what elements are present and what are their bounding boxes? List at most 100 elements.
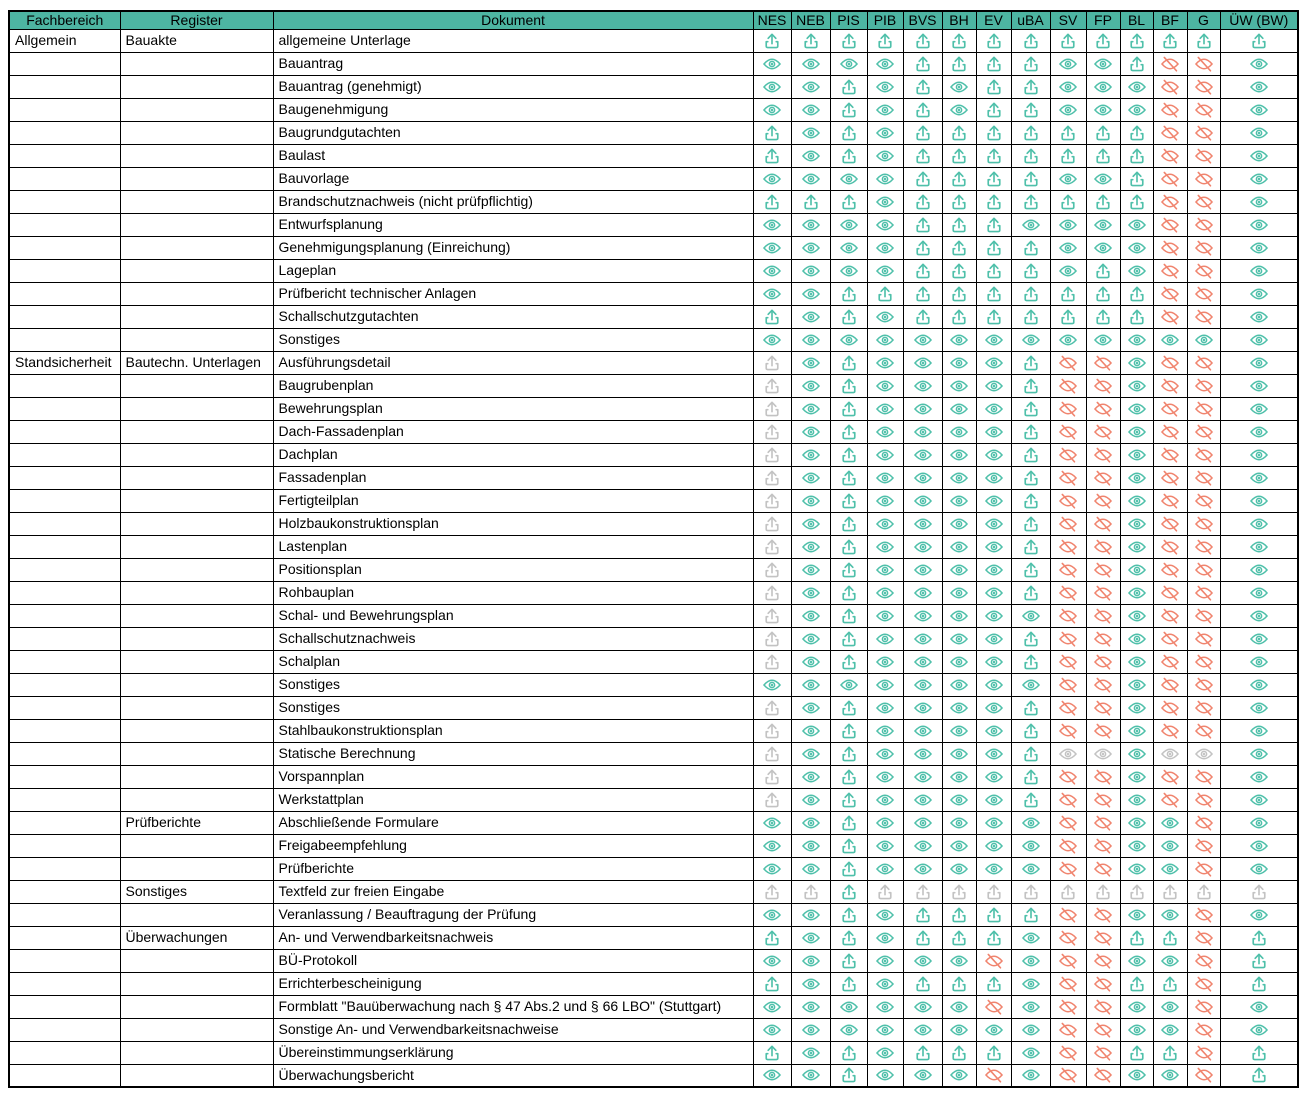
eye-off-icon[interactable] — [1194, 101, 1214, 119]
eye-icon[interactable] — [1127, 377, 1147, 395]
upload-icon[interactable] — [950, 170, 968, 188]
upload-icon[interactable] — [914, 308, 932, 326]
eye-icon[interactable] — [801, 768, 821, 786]
eye-icon[interactable] — [801, 262, 821, 280]
eye-icon[interactable] — [1127, 515, 1147, 533]
upload-icon[interactable] — [1094, 193, 1112, 211]
eye-icon[interactable] — [875, 78, 895, 96]
eye-icon[interactable] — [913, 400, 933, 418]
upload-icon[interactable] — [1022, 446, 1040, 464]
upload-icon[interactable] — [1128, 147, 1146, 165]
eye-icon[interactable] — [801, 998, 821, 1016]
upload-icon[interactable] — [950, 216, 968, 234]
eye-icon[interactable] — [1021, 860, 1041, 878]
eye-icon[interactable] — [913, 768, 933, 786]
eye-icon[interactable] — [949, 745, 969, 763]
upload-icon[interactable] — [985, 124, 1003, 142]
eye-icon[interactable] — [1127, 722, 1147, 740]
eye-icon[interactable] — [949, 377, 969, 395]
eye-icon[interactable] — [1249, 147, 1269, 165]
eye-icon[interactable] — [1021, 837, 1041, 855]
eye-icon[interactable] — [1249, 584, 1269, 602]
eye-icon[interactable] — [762, 998, 782, 1016]
upload-icon[interactable] — [1022, 193, 1040, 211]
eye-off-icon[interactable] — [1160, 768, 1180, 786]
upload-icon[interactable] — [1022, 400, 1040, 418]
eye-off-icon[interactable] — [1160, 584, 1180, 602]
eye-off-icon[interactable] — [1058, 492, 1078, 510]
eye-off-icon[interactable] — [1160, 722, 1180, 740]
upload-icon[interactable] — [1128, 170, 1146, 188]
upload-icon[interactable] — [840, 285, 858, 303]
eye-off-icon[interactable] — [1160, 492, 1180, 510]
eye-icon[interactable] — [801, 446, 821, 464]
eye-icon[interactable] — [1058, 170, 1078, 188]
eye-icon[interactable] — [801, 722, 821, 740]
upload-icon[interactable] — [985, 239, 1003, 257]
eye-icon[interactable] — [875, 331, 895, 349]
upload-icon[interactable] — [1094, 32, 1112, 50]
eye-off-icon[interactable] — [1058, 1066, 1078, 1084]
eye-icon[interactable] — [984, 354, 1004, 372]
eye-off-icon[interactable] — [1093, 975, 1113, 993]
eye-icon[interactable] — [913, 791, 933, 809]
eye-icon[interactable] — [1021, 998, 1041, 1016]
eye-icon[interactable] — [1249, 492, 1269, 510]
upload-icon[interactable] — [840, 78, 858, 96]
eye-icon[interactable] — [1127, 538, 1147, 556]
eye-icon[interactable] — [1093, 55, 1113, 73]
upload-icon[interactable] — [1022, 354, 1040, 372]
upload-icon[interactable] — [1161, 1044, 1179, 1062]
eye-off-icon[interactable] — [1194, 446, 1214, 464]
eye-icon[interactable] — [1127, 78, 1147, 96]
upload-icon[interactable] — [763, 147, 781, 165]
eye-icon[interactable] — [839, 216, 859, 234]
upload-icon[interactable] — [914, 101, 932, 119]
eye-icon[interactable] — [875, 377, 895, 395]
eye-off-icon[interactable] — [1160, 147, 1180, 165]
eye-icon[interactable] — [1021, 975, 1041, 993]
eye-icon[interactable] — [1249, 331, 1269, 349]
eye-icon[interactable] — [913, 492, 933, 510]
eye-icon[interactable] — [801, 285, 821, 303]
eye-icon[interactable] — [949, 676, 969, 694]
eye-icon[interactable] — [762, 170, 782, 188]
eye-off-icon[interactable] — [1093, 469, 1113, 487]
upload-icon[interactable] — [840, 308, 858, 326]
upload-icon[interactable] — [1022, 538, 1040, 556]
upload-icon[interactable] — [914, 193, 932, 211]
eye-off-icon[interactable] — [1160, 285, 1180, 303]
eye-off-icon[interactable] — [1058, 561, 1078, 579]
eye-icon[interactable] — [949, 791, 969, 809]
eye-off-icon[interactable] — [1194, 1044, 1214, 1062]
upload-icon[interactable] — [763, 929, 781, 947]
eye-off-icon[interactable] — [1058, 699, 1078, 717]
eye-off-icon[interactable] — [1093, 446, 1113, 464]
eye-icon[interactable] — [984, 1021, 1004, 1039]
upload-icon[interactable] — [840, 630, 858, 648]
upload-icon[interactable] — [914, 170, 932, 188]
eye-icon[interactable] — [1249, 446, 1269, 464]
upload-icon[interactable] — [985, 55, 1003, 73]
eye-icon[interactable] — [762, 860, 782, 878]
eye-icon[interactable] — [1058, 262, 1078, 280]
eye-icon[interactable] — [1249, 538, 1269, 556]
eye-off-icon[interactable] — [1160, 239, 1180, 257]
eye-icon[interactable] — [949, 469, 969, 487]
upload-icon[interactable] — [950, 1044, 968, 1062]
eye-icon[interactable] — [1127, 1021, 1147, 1039]
eye-icon[interactable] — [801, 1044, 821, 1062]
eye-off-icon[interactable] — [1058, 1044, 1078, 1062]
eye-off-icon[interactable] — [1093, 561, 1113, 579]
eye-off-icon[interactable] — [1194, 814, 1214, 832]
upload-icon[interactable] — [1022, 653, 1040, 671]
eye-off-icon[interactable] — [1194, 607, 1214, 625]
eye-icon[interactable] — [1127, 607, 1147, 625]
eye-off-icon[interactable] — [1160, 561, 1180, 579]
eye-icon[interactable] — [1058, 78, 1078, 96]
eye-icon[interactable] — [1249, 216, 1269, 234]
eye-off-icon[interactable] — [1160, 55, 1180, 73]
eye-off-icon[interactable] — [1194, 262, 1214, 280]
upload-icon[interactable] — [1094, 147, 1112, 165]
eye-icon[interactable] — [875, 515, 895, 533]
